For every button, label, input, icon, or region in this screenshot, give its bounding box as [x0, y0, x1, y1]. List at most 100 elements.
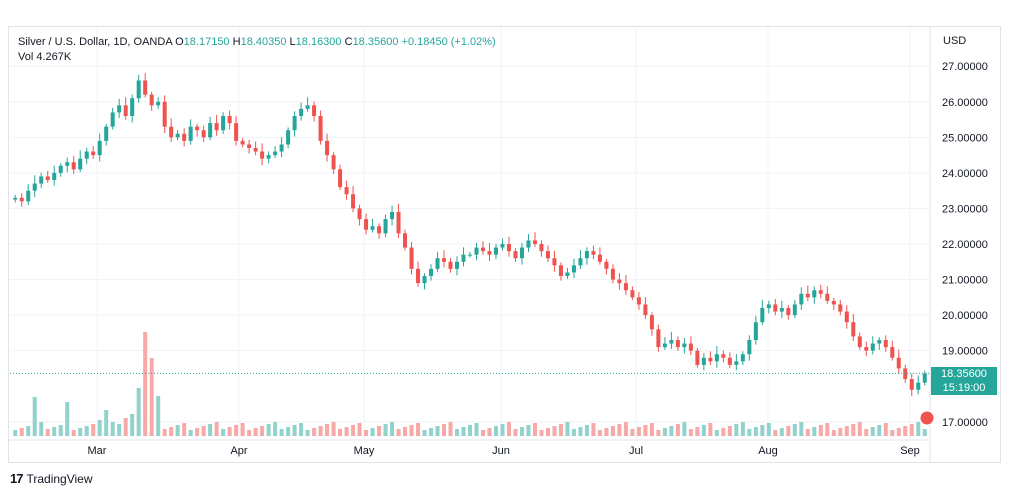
volume-bar	[623, 422, 628, 436]
volume-bar	[377, 426, 382, 436]
candle-body	[747, 340, 752, 355]
volume-bar	[532, 423, 537, 436]
candle-body	[805, 293, 810, 298]
price-tick-label: 20.00000	[942, 310, 988, 322]
volume-bar	[461, 427, 466, 436]
tradingview-logo-icon: 17	[10, 471, 24, 486]
price-tick-label: 23.00000	[942, 203, 988, 215]
volume-legend: Vol 4.267K	[18, 51, 71, 63]
candle-body	[227, 116, 232, 124]
candle-body	[669, 340, 674, 344]
volume-bar	[123, 418, 128, 436]
footer-brand[interactable]: 17 TradingView	[10, 471, 93, 486]
candle-body	[675, 340, 680, 348]
candle-body	[13, 197, 18, 200]
volume-bar	[799, 422, 804, 436]
candle-body	[260, 151, 265, 159]
candle-body	[487, 251, 492, 255]
volume-bar	[669, 426, 674, 436]
candle-body	[883, 340, 888, 348]
volume-bar	[688, 429, 693, 436]
candle-body	[104, 126, 109, 141]
candle-body	[117, 105, 122, 113]
open-label: O	[175, 36, 184, 48]
candle-body	[279, 144, 284, 152]
volume-bar	[513, 429, 518, 436]
volume-bar	[760, 425, 765, 436]
candle-body	[435, 258, 440, 269]
candle-body	[649, 315, 654, 330]
currency-label[interactable]: USD	[943, 35, 967, 47]
volume-bar	[721, 428, 726, 436]
volume-bar	[409, 425, 414, 436]
volume-bar	[429, 428, 434, 436]
symbol-title[interactable]: Silver / U.S. Dollar, 1D, OANDA	[18, 36, 173, 48]
candle-body	[403, 233, 408, 248]
candle-body	[714, 354, 719, 362]
volume-bar	[195, 428, 200, 436]
candle-body	[916, 382, 921, 390]
candle-body	[110, 112, 115, 127]
volume-bar	[227, 427, 232, 436]
volume-bar	[442, 424, 447, 436]
volume-bar	[130, 414, 135, 436]
candle-body	[65, 162, 70, 166]
candle-body	[448, 261, 453, 269]
volume-bar	[714, 430, 719, 436]
volume-bar	[571, 429, 576, 436]
candle-body	[695, 350, 700, 365]
candle-body	[513, 251, 518, 259]
candle-body	[766, 304, 771, 308]
candle-body	[623, 283, 628, 291]
volume-bar	[838, 428, 843, 436]
candle-body	[493, 247, 498, 255]
candle-body	[429, 268, 434, 276]
volume-bar	[149, 358, 154, 436]
candle-body	[760, 308, 765, 323]
volume-bar	[480, 430, 486, 436]
volume-bar	[701, 425, 706, 436]
volume-bar	[500, 424, 505, 436]
price-tick-label: 17.00000	[942, 417, 988, 429]
candle-body	[825, 293, 830, 301]
volume-bar	[143, 332, 148, 436]
low-value: 18.16300	[295, 36, 342, 48]
volume-bar	[545, 428, 550, 436]
volume-bar	[779, 428, 784, 436]
candle-body	[234, 123, 239, 141]
volume-bar	[396, 429, 401, 436]
candle-body	[604, 261, 609, 269]
volume-bar	[383, 424, 388, 436]
price-tick-label: 26.00000	[942, 97, 988, 109]
high-value: 18.40350	[240, 36, 287, 48]
candle-body	[532, 240, 537, 244]
candle-body	[253, 148, 258, 152]
price-tick-label: 24.00000	[942, 168, 988, 180]
volume-bar	[45, 429, 50, 436]
candle-body	[688, 343, 693, 351]
candle-body	[162, 101, 167, 127]
candle-body	[571, 265, 576, 273]
volume-bar	[214, 422, 219, 436]
candle-body	[753, 322, 758, 340]
ohlc-legend: Silver / U.S. Dollar, 1D, OANDA O18.1715…	[18, 34, 496, 50]
candle-body	[617, 279, 622, 284]
brand-name: TradingView	[26, 471, 93, 486]
candle-body	[584, 251, 589, 259]
volume-bar	[552, 426, 557, 436]
candle-body	[467, 254, 473, 256]
candle-body	[721, 354, 726, 358]
volume-bar	[52, 427, 57, 436]
month-tick-label: Aug	[758, 445, 778, 457]
candle-body	[701, 357, 706, 365]
candle-body	[130, 98, 135, 116]
candle-body	[292, 116, 297, 131]
volume-bar	[578, 427, 583, 436]
volume-value: 4.267K	[36, 51, 72, 63]
volume-bar	[65, 402, 70, 436]
candle-body	[201, 130, 206, 138]
candle-body	[396, 212, 401, 234]
candle-body	[325, 140, 330, 156]
volume-bar	[493, 426, 498, 436]
